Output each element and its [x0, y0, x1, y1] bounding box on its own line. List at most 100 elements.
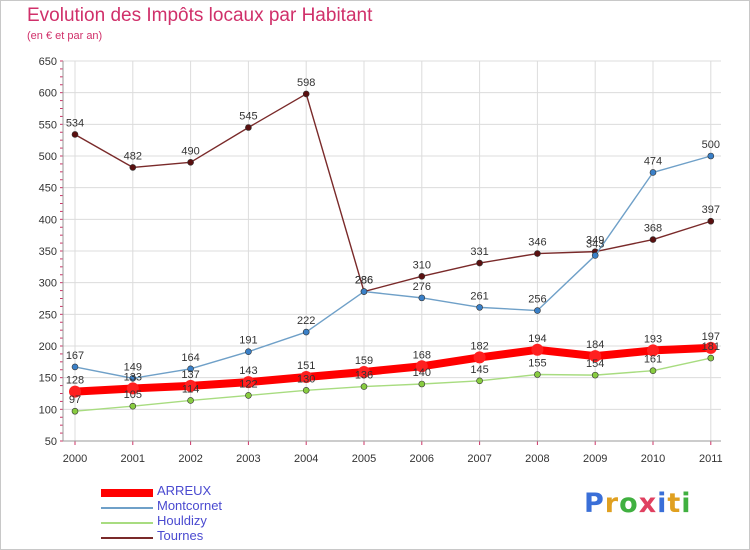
point-tournes-2002 — [187, 159, 194, 166]
grid-layer — [63, 60, 721, 442]
point-montcornet-2000 — [71, 363, 79, 371]
legend-item-montcornet: Montcornet — [101, 498, 301, 515]
data-label-tournes-2005: 286 — [355, 275, 373, 287]
y-tick-label-250: 250 — [39, 309, 57, 321]
x-tick-label-2001: 2001 — [121, 453, 145, 465]
point-houldizy-2007 — [476, 377, 483, 385]
data-label-houldizy-2005: 136 — [355, 370, 373, 382]
label-layer: 534 482 490 545 598 286 310 331 346 349 368 397 167 1… — [66, 77, 720, 406]
logo-letter: i — [681, 488, 692, 519]
point-arreux-2007 — [473, 351, 486, 364]
logo-letter: t — [667, 488, 682, 519]
y-tick-label-400: 400 — [39, 214, 57, 226]
point-tournes-2004 — [302, 90, 310, 98]
x-tick-label-2009: 2009 — [583, 453, 607, 465]
data-label-houldizy-2006: 140 — [413, 367, 431, 379]
point-arreux-2001 — [126, 382, 139, 395]
point-arreux-2010 — [647, 344, 659, 357]
point-arreux-2002 — [184, 379, 197, 392]
proxiti-logo: Proxiti — [584, 488, 692, 519]
point-tournes-2007 — [476, 259, 483, 267]
legend-label-montcornet: Montcornet — [157, 498, 223, 513]
logo-letter: i — [657, 488, 668, 519]
point-montcornet-2005 — [360, 288, 368, 295]
data-label-montcornet-2003: 191 — [239, 335, 257, 347]
data-label-montcornet-2008: 256 — [528, 294, 546, 306]
data-label-houldizy-2007: 145 — [470, 364, 488, 376]
point-tournes-2003 — [245, 124, 252, 131]
legend-item-houldizy: Houldizy — [101, 513, 301, 530]
y-tick-label-200: 200 — [39, 341, 57, 353]
legend-item-arreux: ARREUX — [101, 483, 301, 500]
logo-letter: r — [604, 488, 620, 519]
data-label-montcornet-2004: 222 — [297, 315, 315, 327]
y-tick-label-600: 600 — [39, 88, 57, 100]
x-tick-label-2010: 2010 — [641, 453, 665, 465]
point-arreux-2006 — [415, 360, 428, 373]
data-label-houldizy-2011: 181 — [702, 341, 720, 353]
x-tick-label-2003: 2003 — [236, 453, 260, 465]
series-line-montcornet — [74, 155, 712, 379]
data-label-arreux-2008: 194 — [528, 333, 546, 345]
point-arreux-2003 — [242, 376, 255, 389]
point-houldizy-2003 — [245, 392, 252, 399]
data-label-houldizy-2009: 154 — [586, 358, 604, 370]
y-tick-label-100: 100 — [39, 404, 57, 416]
point-tournes-2006 — [418, 273, 426, 280]
data-label-montcornet-2007: 261 — [470, 290, 488, 302]
data-label-houldizy-2008: 155 — [528, 358, 546, 370]
point-houldizy-2008 — [534, 371, 541, 378]
data-label-arreux-2006: 168 — [413, 349, 431, 361]
y-tick-label-500: 500 — [39, 151, 57, 163]
data-label-tournes-2011: 397 — [702, 204, 720, 216]
data-label-tournes-2009: 349 — [586, 235, 604, 247]
x-tick-label-2004: 2004 — [294, 453, 318, 465]
y-tick-label-350: 350 — [39, 246, 57, 258]
point-montcornet-2011 — [707, 152, 715, 160]
x-tick-label-2006: 2006 — [410, 453, 434, 465]
data-label-arreux-2001: 133 — [124, 371, 142, 383]
y-tick-label-150: 150 — [39, 373, 57, 385]
point-montcornet-2008 — [534, 307, 541, 314]
point-houldizy-2004 — [302, 387, 310, 394]
data-label-houldizy-2001: 105 — [124, 389, 142, 401]
point-tournes-2001 — [129, 164, 137, 171]
axis-layer: 50 100 150 200 250 300 350 400 450 500 550 600 650 20… — [39, 56, 723, 465]
data-label-tournes-2008: 346 — [528, 237, 546, 249]
point-houldizy-2000 — [71, 407, 79, 415]
point-montcornet-2002 — [187, 365, 194, 373]
chart-subtitle: (en € et par an) — [27, 30, 103, 42]
data-label-montcornet-2011: 500 — [702, 139, 720, 151]
point-houldizy-2006 — [418, 380, 426, 388]
point-montcornet-2001 — [129, 374, 137, 382]
point-arreux-2000 — [69, 385, 81, 398]
y-tick-label-650: 650 — [39, 56, 57, 68]
logo-letter: P — [584, 488, 605, 519]
data-label-houldizy-2002: 114 — [182, 383, 200, 395]
data-label-tournes-2001: 482 — [124, 150, 142, 162]
x-tick-label-2000: 2000 — [63, 453, 87, 465]
data-label-arreux-2002: 137 — [181, 369, 199, 381]
y-tick-label-50: 50 — [45, 436, 57, 448]
point-tournes-2000 — [71, 131, 79, 138]
data-label-arreux-2011: 197 — [702, 331, 720, 343]
data-label-arreux-2007: 182 — [470, 340, 488, 352]
point-tournes-2008 — [534, 250, 541, 257]
data-label-arreux-2000: 128 — [66, 375, 84, 387]
series-line-tournes — [74, 93, 712, 293]
data-label-tournes-2004: 598 — [297, 77, 315, 89]
legend: ARREUX Montcornet Houldizy Tournes — [101, 483, 301, 545]
data-label-houldizy-2004: 130 — [297, 373, 315, 385]
data-label-tournes-2003: 545 — [239, 111, 257, 123]
legend-swatch-montcornet — [101, 506, 153, 509]
series-line-houldizy — [74, 357, 712, 412]
point-tournes-2010 — [649, 236, 657, 243]
point-houldizy-2011 — [707, 354, 715, 362]
data-label-tournes-2007: 331 — [470, 246, 488, 258]
point-arreux-2011 — [704, 341, 717, 354]
data-label-montcornet-2006: 276 — [413, 281, 431, 293]
point-montcornet-2009 — [591, 252, 599, 259]
legend-item-tournes: Tournes — [101, 528, 301, 545]
